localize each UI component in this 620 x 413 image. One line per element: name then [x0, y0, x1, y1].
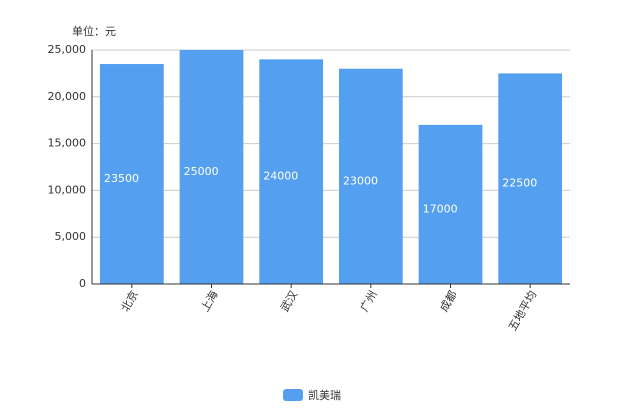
data-label: 25000	[184, 165, 219, 178]
y-tick-label: 0	[79, 277, 86, 290]
bar	[179, 50, 244, 284]
y-axis-unit: 单位：元	[72, 24, 116, 38]
legend-label: 凯美瑞	[308, 388, 341, 402]
x-tick-label: 成都	[437, 289, 459, 315]
x-tick-label: 广州	[358, 289, 380, 315]
y-tick-label: 25,000	[48, 43, 87, 56]
bar	[259, 59, 324, 284]
bar	[418, 124, 483, 284]
data-label: 17000	[423, 202, 458, 215]
bar	[338, 68, 403, 284]
y-tick-label: 5,000	[55, 230, 87, 243]
x-tick-label: 五地平均	[506, 289, 539, 334]
data-label: 23500	[104, 172, 139, 185]
y-tick-label: 15,000	[48, 137, 87, 150]
y-tick-label: 20,000	[48, 90, 87, 103]
x-tick-label: 武汉	[278, 289, 300, 315]
x-tick-label: 上海	[198, 288, 221, 314]
legend-swatch	[283, 389, 303, 401]
bar	[498, 73, 563, 285]
data-label: 24000	[263, 170, 298, 183]
data-label: 22500	[502, 177, 537, 190]
bar	[99, 64, 164, 284]
data-label: 23000	[343, 174, 378, 187]
y-tick-label: 10,000	[48, 183, 87, 196]
x-tick-label: 北京	[118, 288, 141, 314]
